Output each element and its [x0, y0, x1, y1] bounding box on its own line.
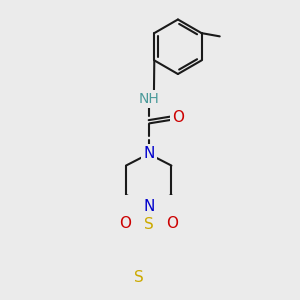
Text: O: O — [166, 216, 178, 231]
Text: N: N — [143, 146, 154, 161]
Text: N: N — [143, 199, 154, 214]
Text: NH: NH — [138, 92, 159, 106]
Text: S: S — [134, 270, 143, 285]
Text: O: O — [119, 216, 131, 231]
Text: S: S — [144, 217, 154, 232]
Text: O: O — [172, 110, 184, 125]
